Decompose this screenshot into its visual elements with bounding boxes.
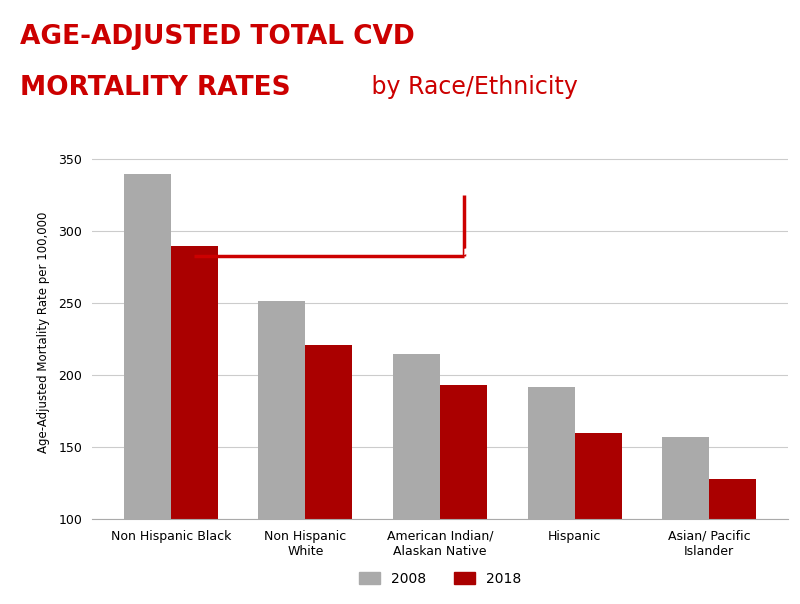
Bar (393, 354, 440, 604)
Text: AGE-ADJUSTED TOTAL CVD: AGE-ADJUSTED TOTAL CVD (20, 24, 414, 50)
Bar (258, 301, 306, 604)
Bar (440, 385, 487, 604)
Legend: 2008, 2018: 2008, 2018 (354, 566, 526, 591)
Bar (170, 246, 218, 604)
Text: 32%: 32% (459, 248, 566, 291)
Text: Black adults are: Black adults are (459, 181, 610, 199)
Bar (710, 479, 756, 604)
Bar (662, 437, 710, 604)
Text: by Race/Ethnicity: by Race/Ethnicity (364, 75, 578, 99)
Bar (306, 345, 353, 604)
Text: more likely to
die from CVD: more likely to die from CVD (609, 248, 738, 288)
Bar (574, 433, 622, 604)
Bar (124, 174, 170, 604)
Bar (527, 387, 574, 604)
Text: MORTALITY RATES: MORTALITY RATES (20, 75, 290, 101)
Y-axis label: Age-Adjusted Mortality Rate per 100,000: Age-Adjusted Mortality Rate per 100,000 (37, 211, 50, 453)
